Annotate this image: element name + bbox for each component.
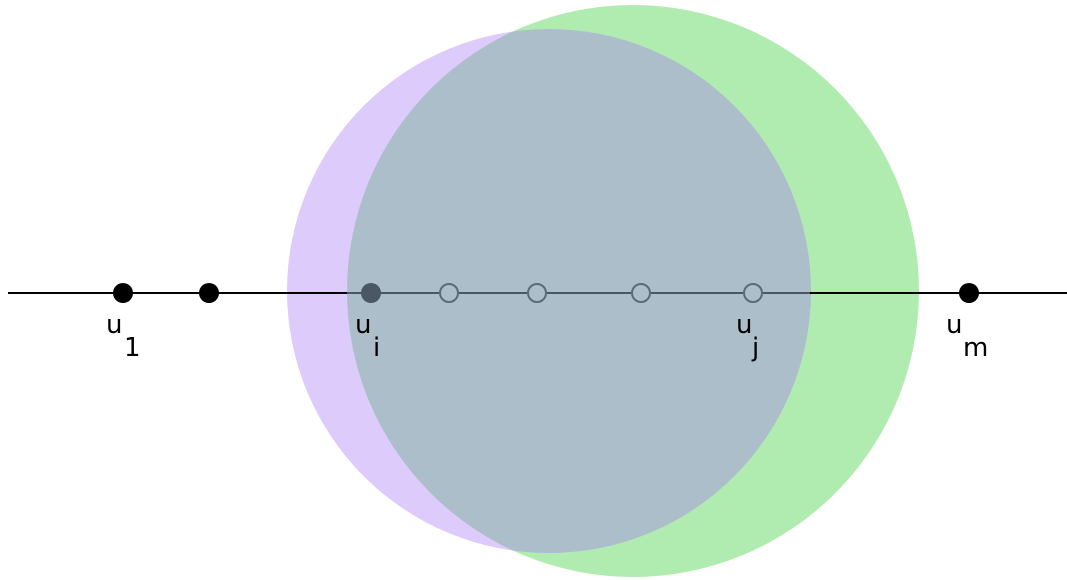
label-uj: u j — [736, 310, 759, 363]
label-ui-base: u — [355, 310, 371, 340]
node-u1 — [113, 283, 133, 303]
label-um: u m — [946, 310, 988, 363]
hollow-node-uj — [743, 283, 763, 303]
node-ui — [361, 283, 381, 303]
node-um — [959, 283, 979, 303]
label-um-sub: m — [963, 333, 988, 363]
node-u2 — [199, 283, 219, 303]
hollow-node-2 — [527, 283, 547, 303]
hollow-node-3 — [631, 283, 651, 303]
label-uj-sub: j — [751, 333, 759, 363]
label-u1-sub: 1 — [124, 333, 141, 363]
hollow-node-1 — [439, 283, 459, 303]
label-um-base: u — [946, 310, 962, 340]
label-u1-base: u — [106, 310, 122, 340]
label-ui-sub: i — [373, 333, 380, 363]
label-u1: u 1 — [106, 310, 141, 363]
label-ui: u i — [355, 310, 380, 363]
label-uj-base: u — [736, 310, 752, 340]
